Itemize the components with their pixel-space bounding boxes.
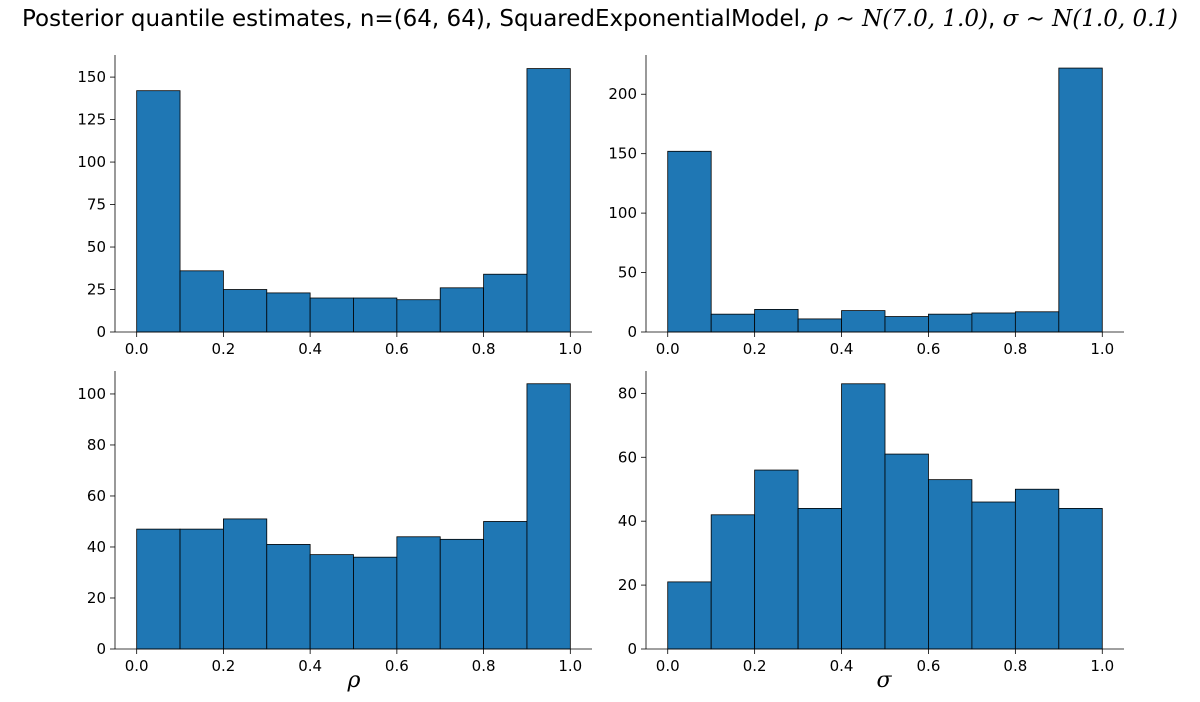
y-tick-label: 80 — [618, 384, 637, 402]
histogram-bar — [928, 479, 973, 650]
x-tick-label: 0.0 — [656, 657, 680, 675]
histogram-bar — [1058, 67, 1103, 333]
y-tick-label: 50 — [618, 264, 637, 282]
y-tick-label: 75 — [87, 196, 106, 214]
y-tick-label: 150 — [77, 68, 106, 86]
x-tick-label: 0.8 — [1003, 340, 1027, 358]
x-tick-label: 0.0 — [125, 657, 149, 675]
histogram-bar — [396, 299, 441, 333]
x-tick-label: 0.8 — [1003, 657, 1027, 675]
x-tick-label: 0.2 — [211, 340, 235, 358]
y-tick-label: 125 — [77, 111, 106, 129]
y-tick-label: 0 — [627, 323, 637, 341]
histogram-bar — [483, 273, 528, 333]
histogram-bar — [223, 289, 268, 333]
histogram-bar — [797, 508, 842, 650]
histogram-bar — [526, 383, 571, 650]
y-tick-label: 0 — [96, 323, 106, 341]
histogram-bar — [928, 313, 973, 333]
y-tick-label: 200 — [608, 85, 637, 103]
histogram-bar — [1014, 488, 1060, 650]
title-sigma-prior: σ ∼ N(1.0, 0.1) — [1002, 6, 1179, 32]
histogram-bar — [971, 501, 1016, 650]
x-tick-label: 0.8 — [472, 340, 496, 358]
histogram-bar — [483, 521, 528, 650]
x-tick-label: 0.2 — [743, 340, 767, 358]
y-tick-label: 60 — [87, 487, 106, 505]
histogram-bar — [754, 469, 799, 650]
x-tick-label: 0.0 — [125, 340, 149, 358]
histogram-bar — [841, 383, 886, 650]
x-tick-label: 1.0 — [1090, 340, 1114, 358]
x-tick-label: 0.2 — [743, 657, 767, 675]
y-tick-label: 150 — [608, 145, 637, 163]
x-tick-label: 0.4 — [830, 657, 854, 675]
histogram-bottom-right: 0.0 0.2 0.4 0.6 0.8 1.0 0 20 40 60 80 — [618, 371, 1124, 675]
y-tick-label: 50 — [87, 238, 106, 256]
histogram-bar — [667, 581, 712, 650]
histogram-bar — [1014, 311, 1060, 333]
histogram-top-left: 0.0 0.2 0.4 0.6 0.8 1.0 0 25 50 75 100 125 150 — [77, 55, 592, 358]
title-prefix: Posterior quantile estimates, n=(64, 64)… — [21, 6, 815, 32]
x-tick-label: 0.4 — [298, 340, 322, 358]
title-separator: , — [987, 6, 1003, 32]
figure-title: Posterior quantile estimates, n=(64, 64)… — [0, 6, 1200, 32]
histogram-bar — [266, 292, 311, 333]
histogram-bar — [179, 270, 224, 333]
histogram-bar — [439, 287, 484, 333]
histogram-bar — [353, 556, 398, 650]
x-tick-label: 1.0 — [1090, 657, 1114, 675]
title-rho-prior: ρ ∼ N(7.0, 1.0) — [814, 6, 988, 32]
x-tick-label: 1.0 — [558, 340, 582, 358]
y-tick-label: 100 — [77, 385, 106, 403]
histogram-bar — [223, 518, 268, 650]
y-tick-label: 20 — [87, 589, 106, 607]
histogram-bar — [884, 453, 929, 650]
histogram-bar — [667, 150, 712, 333]
x-tick-label: 0.0 — [656, 340, 680, 358]
y-tick-label: 80 — [87, 436, 106, 454]
y-tick-label: 60 — [618, 448, 637, 466]
histogram-bar — [1058, 508, 1103, 650]
y-tick-label: 25 — [87, 281, 106, 299]
x-tick-label: 0.6 — [917, 340, 941, 358]
y-tick-label: 40 — [618, 512, 637, 530]
histogram-bar — [797, 318, 842, 333]
x-tick-label: 0.4 — [298, 657, 322, 675]
x-tick-label: 0.6 — [385, 657, 409, 675]
x-tick-label: 1.0 — [558, 657, 582, 675]
histogram-bar — [309, 297, 354, 333]
histogram-bar — [266, 544, 311, 650]
histogram-bar — [884, 316, 929, 333]
y-tick-label: 0 — [96, 640, 106, 658]
histogram-bar — [754, 309, 799, 333]
histogram-bar — [710, 313, 756, 333]
histogram-bar — [526, 68, 571, 333]
y-tick-label: 40 — [87, 538, 106, 556]
x-tick-label: 0.6 — [917, 657, 941, 675]
histogram-bar — [971, 312, 1016, 333]
x-tick-label: 0.8 — [472, 657, 496, 675]
xlabel-rho: ρ — [347, 668, 361, 693]
y-tick-label: 0 — [627, 640, 637, 658]
histogram-bar — [179, 528, 224, 650]
y-tick-label: 100 — [77, 153, 106, 171]
y-tick-label: 20 — [618, 576, 637, 594]
histogram-bar — [396, 536, 441, 650]
x-tick-label: 0.2 — [211, 657, 235, 675]
histogram-bar — [353, 297, 398, 333]
histogram-bar — [439, 538, 484, 650]
xlabel-sigma: σ — [876, 668, 892, 693]
y-tick-label: 100 — [608, 204, 637, 222]
histogram-top-right: 0.0 0.2 0.4 0.6 0.8 1.0 0 50 100 150 200 — [608, 55, 1124, 358]
x-tick-label: 0.6 — [385, 340, 409, 358]
x-tick-label: 0.4 — [830, 340, 854, 358]
histogram-bar — [841, 310, 886, 333]
histogram-bottom-left: 0.0 0.2 0.4 0.6 0.8 1.0 0 20 40 60 80 100 — [77, 371, 592, 675]
histogram-bar — [136, 90, 181, 333]
histogram-bar — [710, 514, 756, 650]
histogram-bar — [136, 528, 181, 650]
histogram-bar — [309, 554, 354, 650]
